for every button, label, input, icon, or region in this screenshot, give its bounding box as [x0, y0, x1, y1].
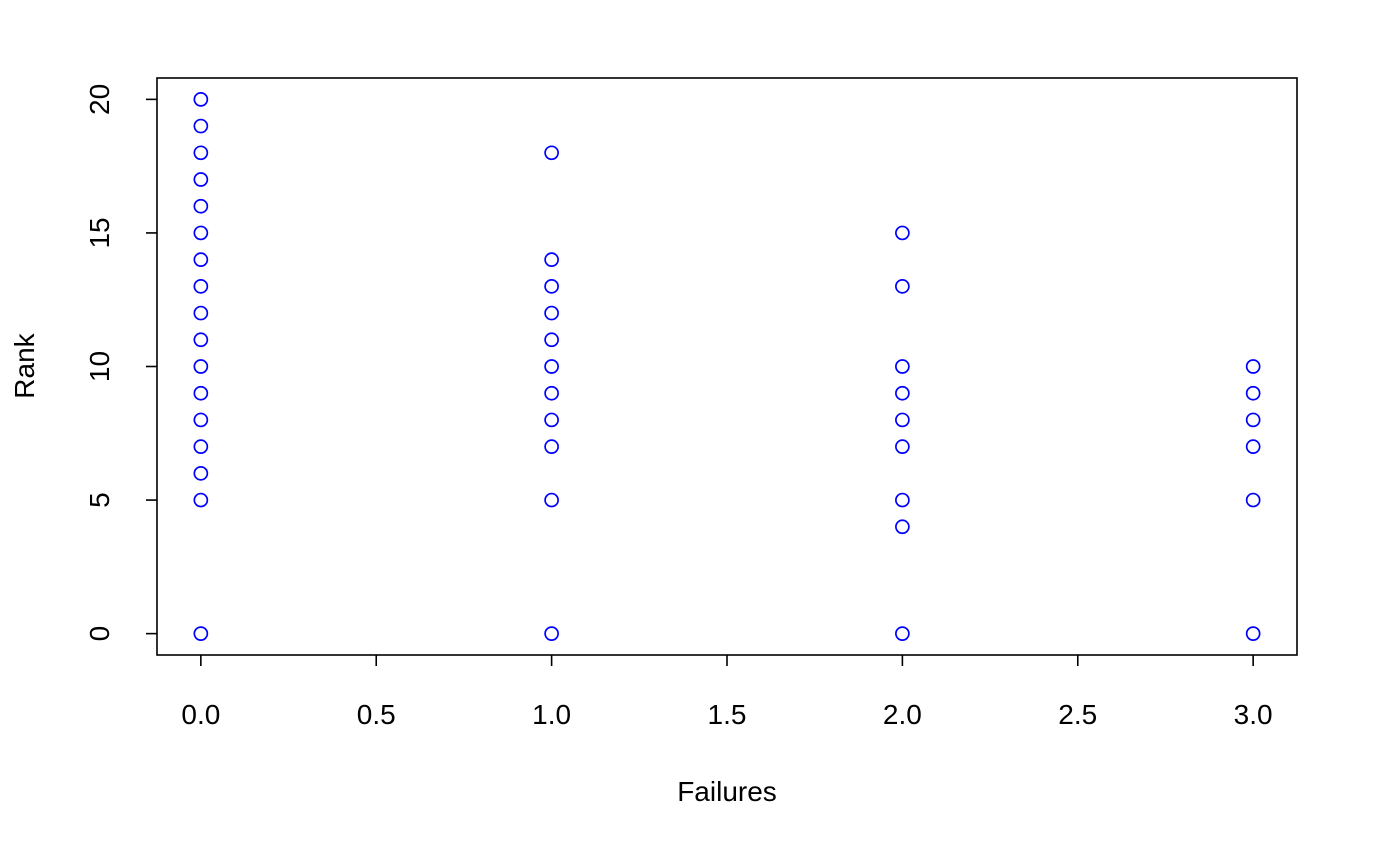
data-point — [544, 626, 559, 641]
data-point — [193, 626, 209, 641]
data-point — [544, 305, 559, 321]
points-layer — [193, 92, 1261, 641]
data-point — [544, 332, 559, 348]
x-tick-label: 0.5 — [357, 699, 396, 730]
data-point — [193, 305, 209, 321]
data-point — [1245, 412, 1261, 428]
data-point — [193, 118, 209, 134]
data-point — [193, 252, 209, 267]
data-point — [193, 145, 209, 161]
data-point — [895, 492, 910, 508]
data-point — [193, 466, 209, 481]
data-point — [193, 385, 209, 401]
data-point — [895, 385, 910, 401]
data-point — [193, 332, 209, 348]
y-tick-label: 0 — [84, 626, 115, 642]
y-axis-label: Rank — [9, 332, 40, 398]
data-point — [193, 439, 209, 454]
data-point — [193, 92, 209, 107]
data-point — [895, 519, 910, 535]
x-tick-label: 2.5 — [1058, 699, 1097, 730]
data-point — [1245, 439, 1261, 454]
data-point — [193, 198, 209, 214]
data-point — [544, 279, 559, 294]
data-point — [193, 279, 209, 294]
data-point — [544, 359, 559, 374]
y-tick-label: 10 — [84, 351, 115, 382]
x-tick-label: 3.0 — [1234, 699, 1273, 730]
data-point — [544, 439, 559, 454]
data-point — [193, 172, 209, 187]
data-point — [895, 279, 910, 294]
data-point — [1245, 626, 1261, 641]
data-point — [544, 145, 559, 161]
x-axis: 0.0 0.5 1.0 1.5 2.0 2.5 3.0 — [181, 655, 1273, 730]
x-tick-label: 0.0 — [181, 699, 220, 730]
data-point — [544, 492, 559, 508]
data-point — [1245, 359, 1261, 374]
x-tick-label: 2.0 — [883, 699, 922, 730]
data-point — [193, 492, 209, 508]
y-tick-label: 20 — [84, 84, 115, 115]
x-axis-label: Failures — [677, 776, 777, 807]
data-point — [895, 626, 910, 641]
data-point — [544, 385, 559, 401]
data-point — [895, 359, 910, 374]
data-point — [1245, 385, 1261, 401]
data-point — [193, 225, 209, 241]
data-point — [193, 412, 209, 428]
y-axis: 0 5 10 15 20 — [84, 84, 157, 642]
data-point — [544, 252, 559, 267]
y-tick-label: 5 — [84, 492, 115, 508]
data-point — [895, 439, 910, 454]
data-point — [1245, 492, 1261, 508]
y-tick-label: 15 — [84, 217, 115, 248]
data-point — [895, 412, 910, 428]
x-tick-label: 1.5 — [708, 699, 747, 730]
data-point — [895, 225, 910, 241]
data-point — [544, 412, 559, 428]
x-tick-label: 1.0 — [532, 699, 571, 730]
data-point — [193, 359, 209, 374]
